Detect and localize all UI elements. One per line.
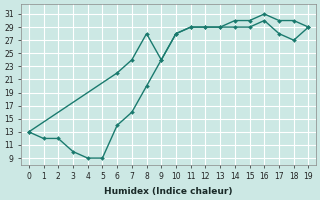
X-axis label: Humidex (Indice chaleur): Humidex (Indice chaleur): [104, 187, 233, 196]
